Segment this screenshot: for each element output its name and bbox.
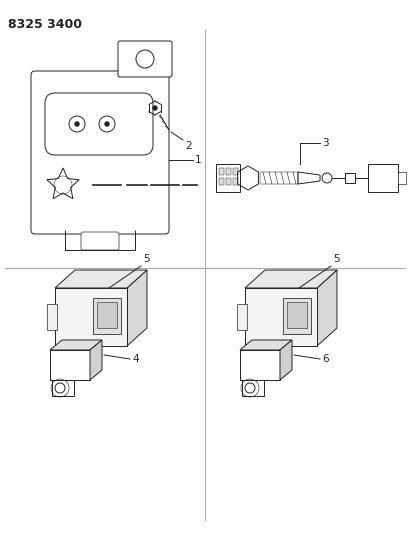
Bar [236, 304, 246, 330]
Text: 6: 6 [321, 354, 328, 364]
Bar [97, 302, 117, 328]
Bar [225, 168, 230, 175]
Polygon shape [127, 270, 147, 346]
Text: 1: 1 [195, 155, 201, 165]
Bar [232, 178, 237, 185]
Text: 4: 4 [132, 354, 138, 364]
Bar [52, 380, 74, 396]
Bar [218, 168, 223, 175]
Bar [245, 288, 316, 346]
Bar [232, 168, 237, 175]
Bar [286, 302, 306, 328]
Polygon shape [55, 270, 147, 288]
Bar [55, 288, 127, 346]
Bar [93, 298, 121, 334]
Text: 5: 5 [332, 254, 339, 264]
Bar [259, 172, 297, 184]
Bar [397, 172, 405, 184]
Bar [344, 173, 354, 183]
Bar [225, 178, 230, 185]
Polygon shape [316, 270, 336, 346]
Bar [241, 380, 263, 396]
Circle shape [75, 122, 79, 126]
Bar [239, 350, 279, 380]
Polygon shape [90, 340, 102, 380]
Polygon shape [279, 340, 291, 380]
Text: 5: 5 [143, 254, 149, 264]
Bar [218, 178, 223, 185]
Bar [367, 164, 397, 192]
Bar [50, 350, 90, 380]
Text: 8325 3400: 8325 3400 [8, 18, 82, 31]
FancyBboxPatch shape [81, 232, 119, 250]
Bar [282, 298, 310, 334]
Bar [216, 164, 239, 192]
Polygon shape [245, 270, 336, 288]
Circle shape [105, 122, 109, 126]
FancyBboxPatch shape [31, 71, 169, 234]
Circle shape [153, 106, 157, 110]
Bar [47, 304, 57, 330]
Text: 3: 3 [321, 138, 328, 148]
Polygon shape [50, 340, 102, 350]
FancyBboxPatch shape [45, 93, 153, 155]
Text: 2: 2 [184, 141, 191, 151]
Polygon shape [239, 340, 291, 350]
FancyBboxPatch shape [118, 41, 172, 77]
